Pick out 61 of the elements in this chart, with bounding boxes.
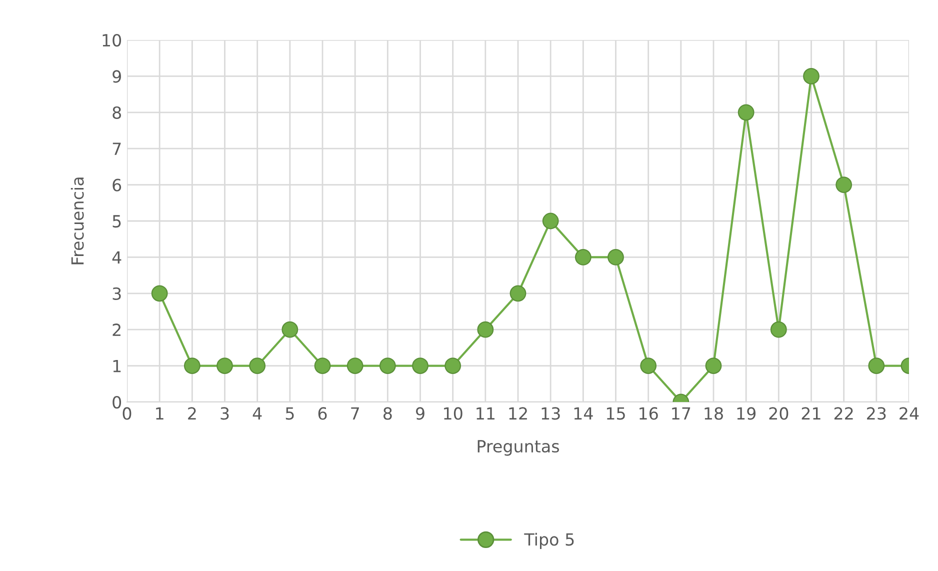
y-tick-label: 2 [112, 324, 120, 336]
x-tick-label: 21 [802, 407, 820, 420]
x-tick-label: 6 [318, 407, 327, 420]
y-tick-label: 6 [112, 178, 122, 192]
point [770, 321, 787, 338]
x-tick-label: 4 [252, 407, 262, 420]
y-axis-title: Frecuencia [70, 178, 84, 264]
point [249, 358, 266, 374]
point [314, 358, 331, 374]
x-tick-label: 2 [188, 407, 196, 420]
x-tick-label: 15 [606, 407, 625, 420]
y-tick-label: 3 [112, 287, 121, 300]
x-tick-label: 19 [737, 407, 756, 420]
y-tick-label: 4 [112, 251, 122, 264]
x-tick-label: 5 [286, 407, 294, 420]
x-tick-label: 9 [416, 407, 424, 420]
point [151, 285, 168, 302]
x-tick-label: 18 [704, 407, 723, 420]
x-axis-title: Preguntas [478, 440, 559, 456]
point [542, 212, 559, 230]
x-tick-label: 13 [542, 407, 560, 420]
y-tick-label: 7 [112, 142, 121, 155]
x-tick-label: 20 [769, 407, 788, 420]
x-tick-label: 24 [900, 407, 919, 420]
x-tick-label: 23 [867, 407, 886, 420]
x-tick-label: 22 [834, 407, 853, 420]
point [608, 249, 624, 266]
x-tick-label: 8 [383, 407, 392, 420]
point [412, 358, 428, 374]
point [640, 358, 657, 374]
x-tick-label: 12 [509, 407, 527, 420]
y-tick-label: 1 [113, 360, 121, 372]
point [738, 104, 754, 121]
y-tick-label: 9 [112, 70, 121, 83]
point [574, 249, 592, 266]
point [216, 358, 233, 374]
x-tick-label: 11 [476, 407, 494, 420]
point [444, 358, 462, 374]
point [379, 358, 396, 374]
point [510, 285, 526, 302]
point [868, 358, 885, 374]
point [836, 176, 852, 193]
y-tick-label: 10 [102, 34, 122, 47]
y-tick-label: 8 [112, 106, 121, 119]
point [184, 358, 200, 374]
x-tick-label: 7 [351, 407, 359, 420]
point [705, 358, 722, 374]
x-tick-label: 14 [574, 407, 593, 420]
x-tick-label: 0 [122, 407, 132, 420]
y-tick-label: 0 [112, 396, 122, 409]
point [477, 321, 494, 338]
point [282, 321, 298, 338]
point [346, 358, 364, 374]
x-tick-label: 1 [156, 407, 164, 420]
point [803, 68, 820, 84]
x-tick-label: 17 [672, 407, 690, 420]
y-tick-label: 5 [112, 215, 121, 228]
x-tick-label: 10 [444, 407, 462, 420]
x-tick-label: 3 [220, 407, 229, 420]
legend-label: Tipo 5 [524, 532, 574, 549]
x-tick-label: 16 [640, 407, 658, 420]
